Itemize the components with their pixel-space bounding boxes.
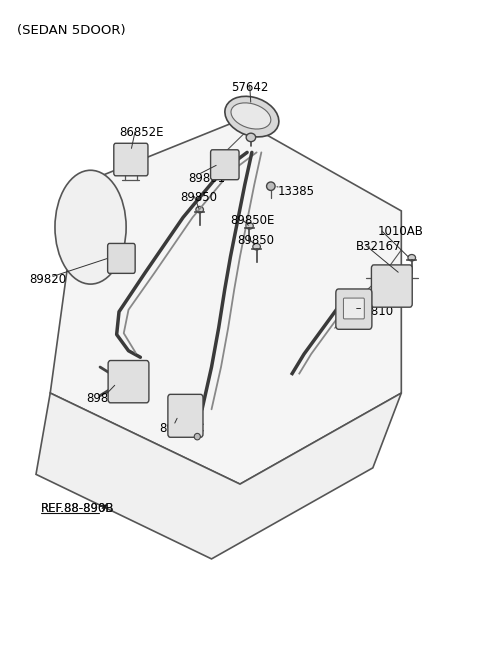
FancyBboxPatch shape: [211, 150, 239, 180]
Text: (SEDAN 5DOOR): (SEDAN 5DOOR): [17, 24, 126, 37]
Text: B32167: B32167: [356, 239, 402, 253]
Text: 89850: 89850: [238, 234, 275, 247]
Text: 89850E: 89850E: [230, 214, 275, 227]
Ellipse shape: [55, 171, 126, 284]
Text: 89830C: 89830C: [159, 422, 204, 436]
Polygon shape: [50, 120, 401, 484]
FancyBboxPatch shape: [114, 143, 148, 176]
FancyBboxPatch shape: [372, 265, 412, 307]
Text: 89810: 89810: [356, 305, 394, 318]
Text: 57642: 57642: [231, 81, 268, 94]
Text: 86852E: 86852E: [119, 127, 164, 139]
Text: 89840B: 89840B: [86, 392, 131, 405]
Text: 13385: 13385: [278, 185, 315, 198]
Text: 1010AB: 1010AB: [378, 225, 423, 238]
Ellipse shape: [225, 96, 279, 137]
Ellipse shape: [231, 103, 271, 129]
Ellipse shape: [266, 182, 275, 190]
Text: 89850: 89850: [180, 192, 218, 205]
Text: REF.88-890B: REF.88-890B: [41, 502, 114, 516]
Ellipse shape: [194, 434, 200, 440]
FancyBboxPatch shape: [343, 298, 364, 319]
Ellipse shape: [408, 255, 416, 261]
FancyBboxPatch shape: [108, 243, 135, 274]
FancyBboxPatch shape: [336, 289, 372, 329]
Ellipse shape: [246, 133, 256, 142]
FancyBboxPatch shape: [108, 361, 149, 403]
Ellipse shape: [253, 243, 261, 250]
Text: 89801: 89801: [188, 172, 225, 185]
Ellipse shape: [246, 222, 253, 229]
FancyBboxPatch shape: [168, 394, 203, 438]
Polygon shape: [36, 393, 401, 559]
Text: 89820: 89820: [29, 273, 66, 286]
Ellipse shape: [196, 207, 204, 213]
Text: REF.88-890B: REF.88-890B: [41, 502, 114, 516]
